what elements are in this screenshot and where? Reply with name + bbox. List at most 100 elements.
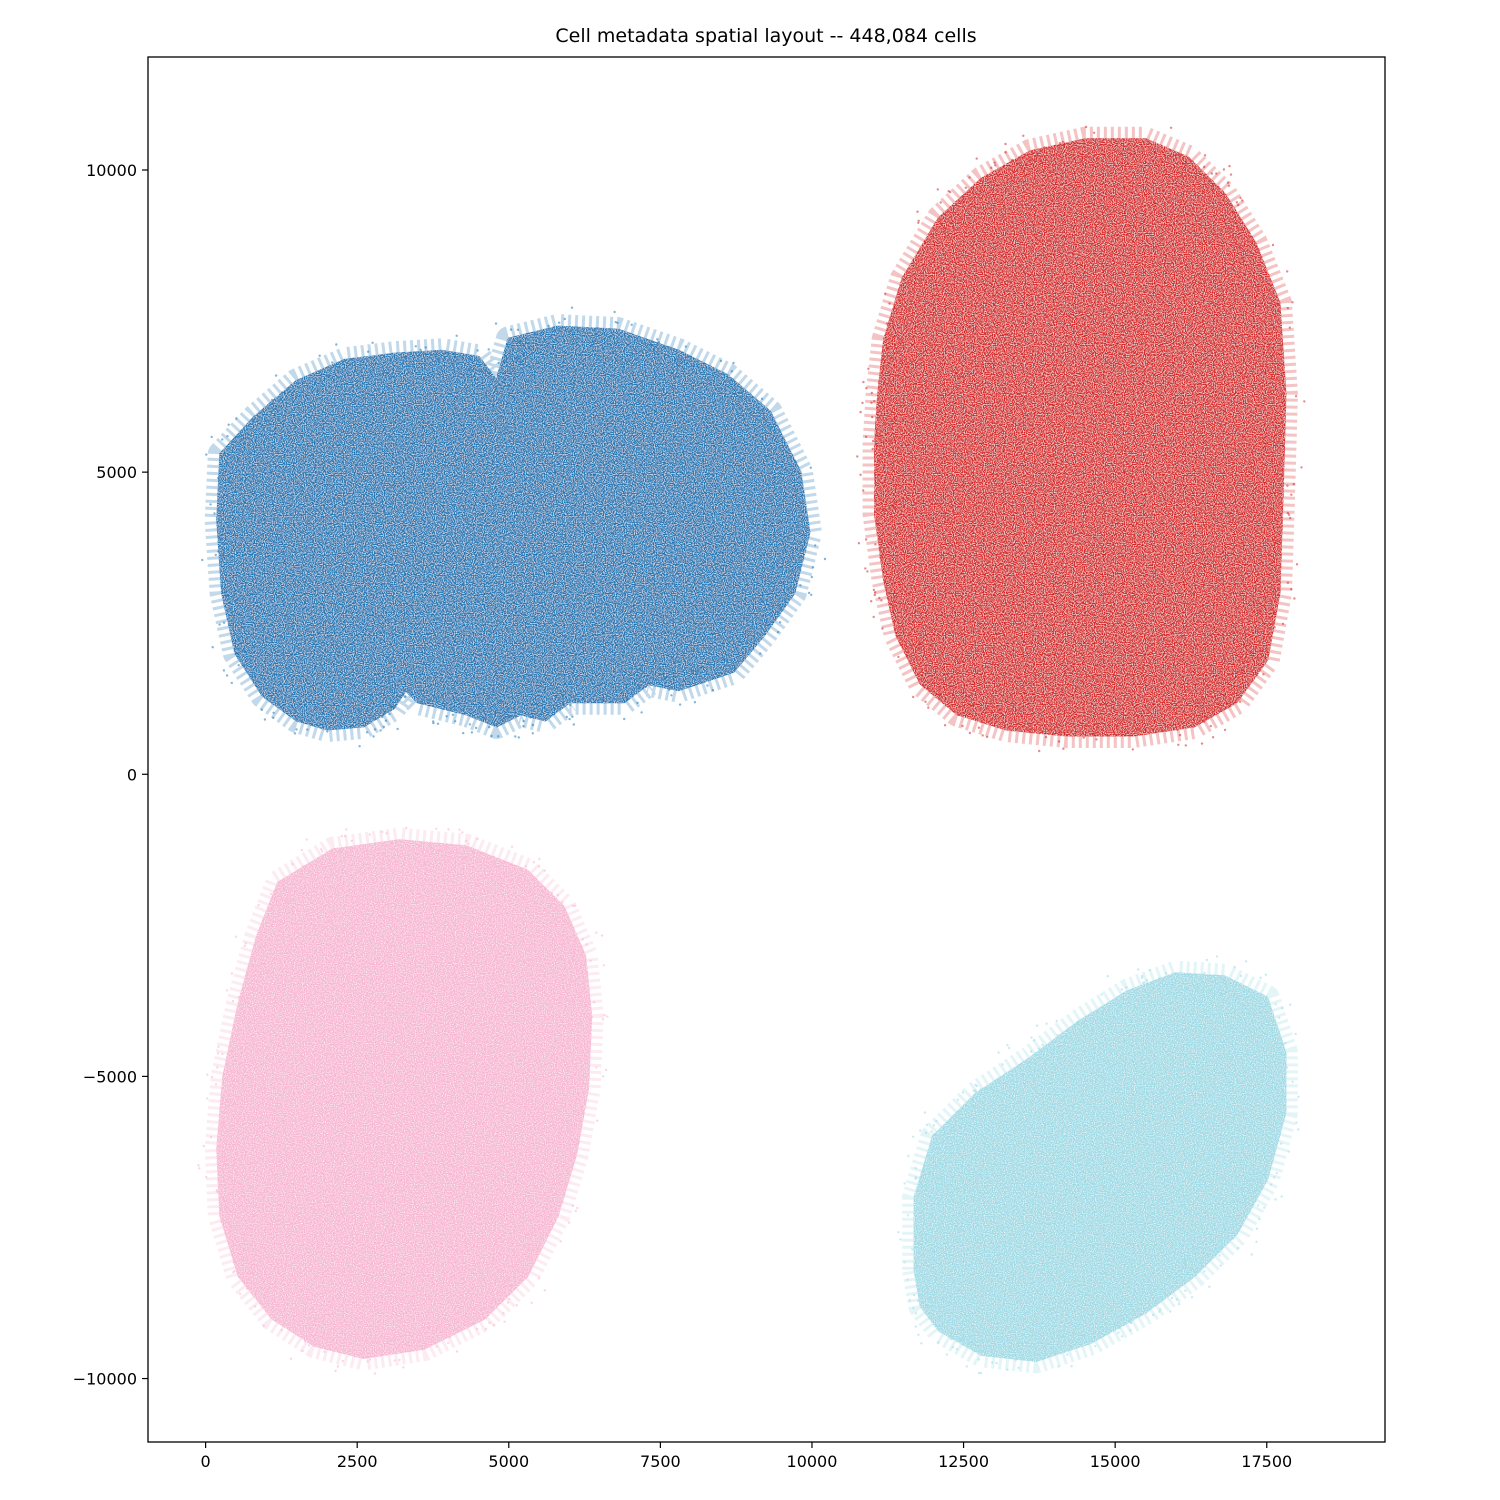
scatter-point	[316, 389, 319, 392]
scatter-point	[1209, 989, 1212, 993]
scatter-point	[1264, 973, 1268, 976]
y-tick-label: −5000	[83, 1067, 137, 1086]
scatter-point	[1118, 1326, 1121, 1330]
scatter-point	[1150, 1291, 1153, 1295]
scatter-point	[985, 707, 988, 711]
scatter-point	[1262, 1005, 1265, 1008]
scatter-point	[228, 1209, 231, 1213]
scatter-point	[968, 731, 972, 735]
scatter-point	[484, 1327, 488, 1331]
scatter-point	[1262, 441, 1266, 444]
scatter-point	[1175, 1298, 1179, 1301]
scatter-point	[462, 856, 465, 859]
scatter-point	[516, 357, 520, 360]
scatter-point	[406, 671, 410, 674]
scatter-point	[1106, 974, 1109, 978]
scatter-point	[1262, 436, 1266, 439]
scatter-point	[906, 1278, 909, 1281]
scatter-point	[418, 673, 421, 676]
scatter-point	[1129, 1321, 1133, 1324]
scatter-point	[506, 1301, 509, 1304]
scatter-point	[269, 892, 273, 896]
scatter-point	[488, 856, 492, 860]
scatter-point	[560, 1180, 564, 1183]
plot-area-frame	[147, 56, 1386, 1443]
scatter-point	[1274, 540, 1278, 543]
scatter-point	[1094, 1010, 1098, 1013]
scatter-point	[436, 722, 440, 725]
scatter-point	[488, 371, 491, 374]
scatter-point	[434, 1330, 437, 1334]
scatter-point	[736, 385, 740, 388]
scatter-point	[914, 1273, 917, 1277]
scatter-point	[222, 1151, 225, 1154]
scatter-point	[236, 1080, 239, 1083]
scatter-point	[585, 971, 588, 974]
scatter-point	[890, 540, 893, 543]
scatter-point	[880, 599, 883, 602]
scatter-point	[708, 383, 711, 386]
scatter-point	[600, 934, 604, 937]
scatter-point	[1057, 740, 1061, 743]
scatter-point	[690, 669, 694, 672]
scatter-point	[1058, 141, 1062, 145]
scatter-point	[1277, 1129, 1281, 1133]
scatter-point	[421, 1346, 424, 1350]
scatter-point	[1076, 1022, 1079, 1025]
scatter-point	[1020, 714, 1023, 718]
scatter-point	[1082, 1020, 1086, 1024]
scatter-point	[454, 720, 457, 723]
scatter-point	[547, 324, 550, 328]
scatter-point	[595, 327, 599, 330]
scatter-point	[1043, 146, 1046, 149]
scatter-point	[1289, 516, 1292, 520]
scatter-point	[1082, 736, 1085, 739]
scatter-point	[1049, 728, 1052, 731]
scatter-point	[229, 1224, 232, 1228]
scatter-point	[769, 426, 772, 429]
scatter-point	[796, 489, 799, 492]
scatter-point	[573, 954, 576, 957]
scatter-point	[979, 1371, 983, 1375]
scatter-point	[678, 362, 681, 365]
scatter-point	[218, 1174, 221, 1177]
scatter-point	[1061, 140, 1064, 144]
scatter-point	[1108, 1015, 1111, 1019]
scatter-point	[1280, 1195, 1283, 1198]
scatter-point	[1114, 1324, 1117, 1328]
scatter-point	[206, 1073, 209, 1076]
scatter-point	[1044, 735, 1048, 739]
scatter-point	[265, 970, 269, 973]
scatter-point	[640, 711, 643, 714]
scatter-point	[778, 621, 782, 624]
series-1-cell-cloud	[216, 325, 811, 731]
scatter-point	[1259, 976, 1262, 979]
scatter-point	[977, 1358, 980, 1361]
scatter-point	[943, 724, 947, 727]
scatter-point	[995, 720, 998, 723]
scatter-point	[1190, 1296, 1194, 1299]
scatter-point	[487, 348, 490, 351]
scatter-point	[738, 391, 741, 395]
scatter-point	[295, 728, 298, 731]
scatter-point	[220, 1220, 223, 1224]
scatter-point	[1292, 482, 1296, 486]
scatter-point	[506, 708, 509, 711]
scatter-point	[917, 1333, 920, 1337]
scatter-point	[474, 726, 478, 730]
scatter-point	[654, 671, 657, 675]
scatter-point	[886, 322, 889, 325]
scatter-point	[368, 833, 371, 836]
scatter-point	[1274, 1198, 1277, 1201]
scatter-point	[655, 351, 659, 354]
scatter-point	[924, 1173, 927, 1176]
scatter-point	[733, 666, 736, 670]
scatter-point	[975, 157, 978, 160]
scatter-point	[1177, 1302, 1181, 1306]
scatter-point	[1251, 240, 1254, 243]
scatter-point	[490, 734, 493, 738]
scatter-point	[964, 1104, 968, 1107]
scatter-point	[1226, 181, 1230, 184]
scatter-point	[278, 895, 282, 898]
scatter-point	[468, 723, 472, 726]
